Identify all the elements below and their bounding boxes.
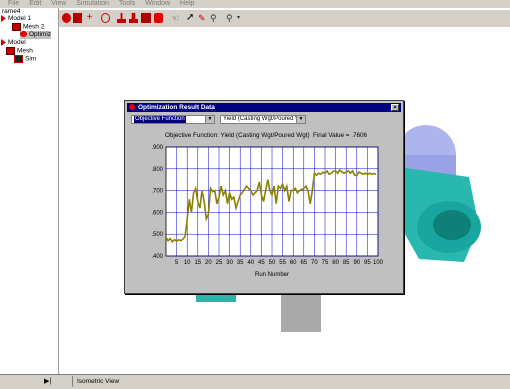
menu-view[interactable]: View xyxy=(51,0,67,7)
y-tick-label: .400 xyxy=(151,254,163,260)
tree-item-label: Sim xyxy=(25,55,37,63)
x-tick-label: 60 xyxy=(290,260,297,266)
x-tick-label: 15 xyxy=(194,260,201,266)
y-tick-label: .800 xyxy=(151,167,163,173)
x-tick-label: 25 xyxy=(216,260,223,266)
casting-part xyxy=(196,125,481,332)
gate-part xyxy=(196,292,236,302)
model-tree: rame4 Model 1 Mesh 2 Optimiz Model Mesh … xyxy=(0,8,59,374)
menu-bar: File Edit View Simulation Tools Window H… xyxy=(0,0,510,8)
objective-value: Yield (Casting Wgt/Poured W xyxy=(223,116,301,122)
x-tick-label: 40 xyxy=(247,260,254,266)
chart-title: Objective Function: Yield (Casting Wgt/P… xyxy=(165,132,310,139)
view-tab[interactable]: Isometric View xyxy=(72,376,487,387)
target-icon[interactable] xyxy=(101,13,110,23)
x-tick-label: 5 xyxy=(175,260,179,266)
app-icon xyxy=(129,104,135,110)
menu-simulation[interactable]: Simulation xyxy=(76,0,109,7)
tree-item-label: rame4 xyxy=(2,8,21,15)
final-value: Final Value = .7606 xyxy=(313,132,367,139)
chart-grid xyxy=(166,146,379,257)
x-tick-label: 10 xyxy=(184,260,191,266)
mesh-tool-icon[interactable] xyxy=(141,13,151,23)
crosshair-icon[interactable]: + xyxy=(86,12,93,23)
x-tick-label: 100 xyxy=(373,260,384,266)
tree-splitter[interactable] xyxy=(58,8,59,374)
zoom-icon[interactable]: ⚲ xyxy=(226,13,233,23)
y-tick-label: .500 xyxy=(151,232,163,238)
y-tick-label: .700 xyxy=(151,189,163,195)
x-tick-label: 30 xyxy=(226,260,233,266)
sprue-body xyxy=(281,292,321,332)
tree-item-model[interactable]: Model xyxy=(1,39,26,47)
menu-tools[interactable]: Tools xyxy=(118,0,136,7)
y-tick-label: .600 xyxy=(151,210,163,216)
gauge-icon[interactable] xyxy=(154,13,163,23)
toolbar: + ☜ ➚ ✎ ⚲ ⚲ ▾ xyxy=(59,10,510,27)
x-tick-label: 85 xyxy=(343,260,350,266)
x-tick-label: 20 xyxy=(205,260,212,266)
simulation-icon xyxy=(14,55,23,63)
close-button[interactable]: × xyxy=(391,104,399,111)
menu-help[interactable]: Help xyxy=(180,0,195,7)
x-tick-label: 90 xyxy=(353,260,360,266)
result-type-select[interactable]: Objective Function ▼ xyxy=(131,115,215,124)
x-tick-label: 95 xyxy=(364,260,371,266)
stop-icon[interactable] xyxy=(62,13,71,23)
save-icon[interactable] xyxy=(73,13,82,23)
tree-item-sim[interactable]: Sim xyxy=(14,55,36,64)
riser-icon[interactable] xyxy=(129,13,138,23)
pointer-icon[interactable]: ➚ xyxy=(186,12,195,23)
probe-icon[interactable]: ✎ xyxy=(198,13,206,23)
red-flag-icon xyxy=(1,15,6,22)
x-tick-label: 50 xyxy=(269,260,276,266)
dialog-title: Optimization Result Data xyxy=(138,104,215,111)
chevron-down-icon[interactable]: ▼ xyxy=(205,116,214,123)
menu-window[interactable]: Window xyxy=(145,0,171,7)
x-tick-label: 45 xyxy=(258,260,265,266)
x-axis-label: Run Number xyxy=(255,272,289,278)
casting-model xyxy=(196,125,481,332)
status-bar: ▶| Isometric View xyxy=(0,374,510,389)
red-flag-icon xyxy=(1,39,6,46)
x-tick-label: 80 xyxy=(332,260,339,266)
result-type-value: Objective Function xyxy=(134,116,186,123)
mesh-icon xyxy=(6,47,15,55)
zoom-window-icon[interactable]: ⚲ xyxy=(210,13,217,23)
x-tick-label: 55 xyxy=(279,260,286,266)
tree-item-model-1[interactable]: Model 1 xyxy=(1,15,31,23)
y-axis: .400 .500 .600 .700 .800 .900 xyxy=(151,145,163,260)
x-tick-label: 70 xyxy=(311,260,318,266)
tree-item-mesh[interactable]: Mesh xyxy=(6,47,33,56)
x-tick-label: 75 xyxy=(322,260,329,266)
series-line xyxy=(165,168,377,244)
menu-edit[interactable]: Edit xyxy=(29,0,42,7)
x-tick-label: 65 xyxy=(300,260,307,266)
tree-item-label: Mesh xyxy=(17,47,33,55)
x-tick-label: 35 xyxy=(237,260,244,266)
tree-item-label: Mesh 2 xyxy=(23,23,45,31)
casting-bore xyxy=(433,210,471,240)
nav-arrow-icon[interactable]: ▶| xyxy=(44,378,52,385)
optimization-icon xyxy=(20,31,27,38)
dialog-titlebar[interactable]: Optimization Result Data × xyxy=(127,103,401,112)
mesh-icon xyxy=(12,23,21,31)
tree-item-label: Model xyxy=(8,39,26,47)
yield-chart: .400 .500 .600 .700 .800 .900 5 10 15 20 25 30 35 40… xyxy=(151,145,384,278)
tree-item-label: Model 1 xyxy=(8,15,32,23)
chevron-down-icon[interactable]: ▼ xyxy=(296,116,305,123)
menu-file[interactable]: File xyxy=(8,0,20,7)
objective-select[interactable]: Yield (Casting Wgt/Poured W ▼ xyxy=(220,115,306,124)
tree-item-label: Optimiz xyxy=(29,31,52,38)
y-tick-label: .900 xyxy=(151,145,163,151)
pour-icon[interactable] xyxy=(117,13,126,23)
chevron-down-icon[interactable]: ▾ xyxy=(237,15,241,21)
tree-item-mesh-2[interactable]: Mesh 2 xyxy=(12,23,44,32)
tree-item-optimization[interactable]: Optimiz xyxy=(20,31,52,39)
x-axis: 5 10 15 20 25 30 35 40 45 50 55 60 65 70 75 80 85 90 95 100 xyxy=(175,260,384,266)
tree-item-frame[interactable]: rame4 xyxy=(2,8,20,16)
hand-icon[interactable]: ☜ xyxy=(171,13,180,23)
